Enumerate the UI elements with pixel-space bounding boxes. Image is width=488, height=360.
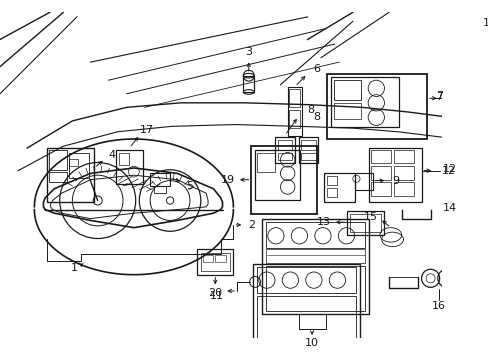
Bar [301, 140, 315, 150]
Bar [69, 159, 78, 166]
Text: 10: 10 [305, 338, 319, 348]
Bar [370, 166, 390, 180]
Text: 19: 19 [221, 175, 235, 185]
Bar [289, 110, 300, 128]
Bar [368, 148, 421, 202]
Circle shape [93, 196, 102, 205]
Bar [202, 255, 213, 262]
Bar [370, 183, 390, 196]
Text: 12: 12 [441, 166, 455, 176]
Bar [256, 296, 356, 349]
Text: 16: 16 [431, 301, 445, 311]
Text: 14: 14 [442, 203, 455, 213]
Bar [256, 267, 356, 293]
Bar [346, 211, 383, 235]
Bar [289, 89, 300, 107]
Bar [118, 153, 129, 165]
Text: 5: 5 [186, 181, 193, 191]
Bar [301, 153, 315, 160]
Bar [265, 266, 365, 311]
Circle shape [166, 197, 173, 204]
Bar [201, 253, 229, 271]
Bar [298, 137, 318, 162]
Bar [394, 150, 413, 163]
Bar [326, 188, 337, 197]
Bar [277, 140, 292, 150]
Bar [287, 86, 302, 136]
Text: 1: 1 [71, 264, 78, 273]
Text: 4: 4 [108, 150, 116, 160]
Text: 2: 2 [247, 220, 255, 230]
Bar [215, 255, 225, 262]
Bar [330, 77, 398, 127]
Text: 9: 9 [392, 176, 399, 186]
Bar [153, 186, 166, 193]
Text: 3: 3 [245, 47, 252, 57]
Bar [150, 174, 170, 186]
Text: 7: 7 [435, 93, 442, 102]
Text: 11: 11 [210, 291, 224, 301]
Bar [49, 150, 67, 170]
Text: 17: 17 [139, 125, 153, 135]
Text: 12: 12 [442, 164, 456, 174]
Bar [327, 74, 426, 139]
Text: 8: 8 [312, 112, 320, 122]
Bar [323, 174, 354, 202]
Bar [326, 176, 337, 185]
Bar [262, 219, 368, 314]
Text: 18: 18 [482, 18, 488, 28]
Text: 6: 6 [312, 64, 320, 75]
Text: 13: 13 [316, 217, 330, 227]
Bar [265, 222, 365, 248]
Bar [69, 153, 88, 178]
Bar [256, 153, 274, 172]
Bar [255, 150, 300, 199]
Bar [251, 146, 316, 214]
Bar [277, 153, 292, 160]
Bar [197, 249, 233, 275]
Bar [333, 80, 360, 100]
Bar [253, 264, 359, 354]
Bar [349, 214, 380, 232]
Text: 15: 15 [363, 212, 377, 222]
Text: 8: 8 [307, 105, 314, 115]
Bar [354, 174, 372, 190]
Bar [370, 150, 390, 163]
Bar [394, 166, 413, 180]
Bar [274, 137, 294, 162]
Bar [243, 76, 254, 92]
Bar [49, 172, 67, 183]
Bar [333, 103, 360, 119]
Bar [265, 249, 365, 263]
Bar [394, 183, 413, 196]
Text: 7: 7 [435, 91, 442, 100]
Bar [116, 150, 142, 184]
Bar [47, 148, 94, 202]
Text: 20: 20 [208, 288, 222, 298]
